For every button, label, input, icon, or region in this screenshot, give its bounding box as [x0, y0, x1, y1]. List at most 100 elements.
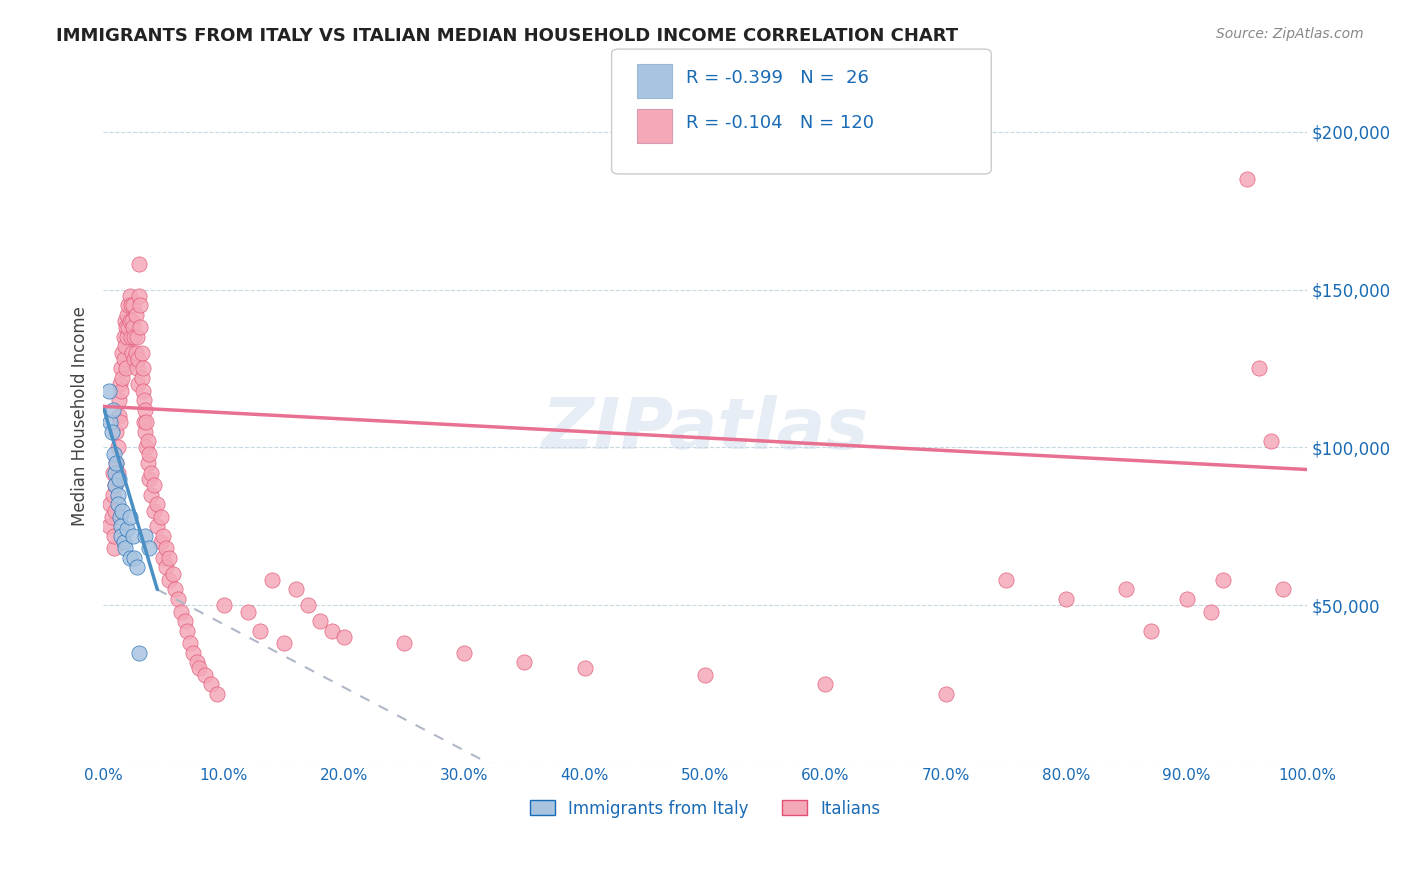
Point [124, 351, 146, 366]
Point [128, 257, 150, 271]
Point [453, 646, 475, 660]
Point [1236, 172, 1258, 186]
Point [134, 425, 156, 439]
Point [136, 434, 159, 448]
Point [114, 339, 136, 353]
Point [122, 298, 145, 312]
Point [132, 361, 155, 376]
Point [152, 529, 174, 543]
Point [1260, 434, 1282, 448]
Point [107, 466, 129, 480]
Point [125, 560, 148, 574]
Point [392, 636, 415, 650]
Point [170, 605, 193, 619]
Point [138, 472, 160, 486]
Point [179, 636, 201, 650]
Point [207, 687, 229, 701]
Point [110, 529, 132, 543]
Point [308, 614, 330, 628]
Point [107, 409, 129, 423]
Point [155, 541, 177, 556]
Point [155, 560, 177, 574]
Point [814, 677, 837, 691]
Point [111, 503, 134, 517]
Point [1115, 582, 1137, 597]
Text: R = -0.399   N =  26: R = -0.399 N = 26 [686, 70, 869, 87]
Point [104, 466, 127, 480]
Point [121, 345, 143, 359]
Point [1199, 605, 1222, 619]
Point [105, 456, 128, 470]
Point [134, 529, 156, 543]
Point [149, 509, 172, 524]
Point [260, 573, 283, 587]
Point [121, 314, 143, 328]
Point [114, 314, 136, 328]
Point [98, 384, 121, 398]
Point [134, 402, 156, 417]
Point [104, 478, 127, 492]
Point [333, 630, 356, 644]
Point [115, 361, 138, 376]
Point [125, 361, 148, 376]
Point [115, 320, 138, 334]
Point [149, 535, 172, 549]
Point [120, 298, 142, 312]
Point [131, 371, 153, 385]
Point [125, 330, 148, 344]
Point [1054, 591, 1077, 606]
Point [273, 636, 295, 650]
Point [111, 345, 134, 359]
Point [284, 582, 307, 597]
Point [1212, 573, 1234, 587]
Point [122, 529, 145, 543]
Point [105, 456, 128, 470]
Point [1175, 591, 1198, 606]
Point [138, 447, 160, 461]
Text: IMMIGRANTS FROM ITALY VS ITALIAN MEDIAN HOUSEHOLD INCOME CORRELATION CHART: IMMIGRANTS FROM ITALY VS ITALIAN MEDIAN … [56, 27, 959, 45]
Point [141, 488, 163, 502]
Point [995, 573, 1018, 587]
Point [513, 655, 536, 669]
Point [107, 472, 129, 486]
Point [98, 519, 121, 533]
Point [132, 415, 155, 429]
Point [176, 624, 198, 638]
Point [112, 330, 135, 344]
Point [321, 624, 343, 638]
Point [115, 308, 138, 322]
Point [98, 415, 121, 429]
Point [101, 466, 124, 480]
Point [100, 509, 122, 524]
Point [132, 384, 155, 398]
Point [103, 541, 125, 556]
Point [236, 605, 259, 619]
Point [146, 497, 169, 511]
Point [108, 509, 131, 524]
Point [103, 529, 125, 543]
Point [128, 646, 150, 660]
Point [1247, 361, 1270, 376]
Point [135, 415, 157, 429]
Point [1139, 624, 1161, 638]
Point [132, 392, 155, 407]
Point [112, 535, 135, 549]
Point [101, 402, 124, 417]
Point [157, 573, 180, 587]
Point [107, 441, 129, 455]
Point [249, 624, 271, 638]
Point [117, 320, 139, 334]
Point [104, 503, 127, 517]
Point [142, 478, 165, 492]
Point [693, 667, 716, 681]
Point [100, 425, 122, 439]
Point [131, 345, 153, 359]
Point [200, 677, 222, 691]
Point [574, 661, 596, 675]
Point [1271, 582, 1294, 597]
Point [105, 425, 128, 439]
Point [107, 488, 129, 502]
Point [117, 298, 139, 312]
Point [186, 655, 208, 669]
Point [108, 415, 131, 429]
